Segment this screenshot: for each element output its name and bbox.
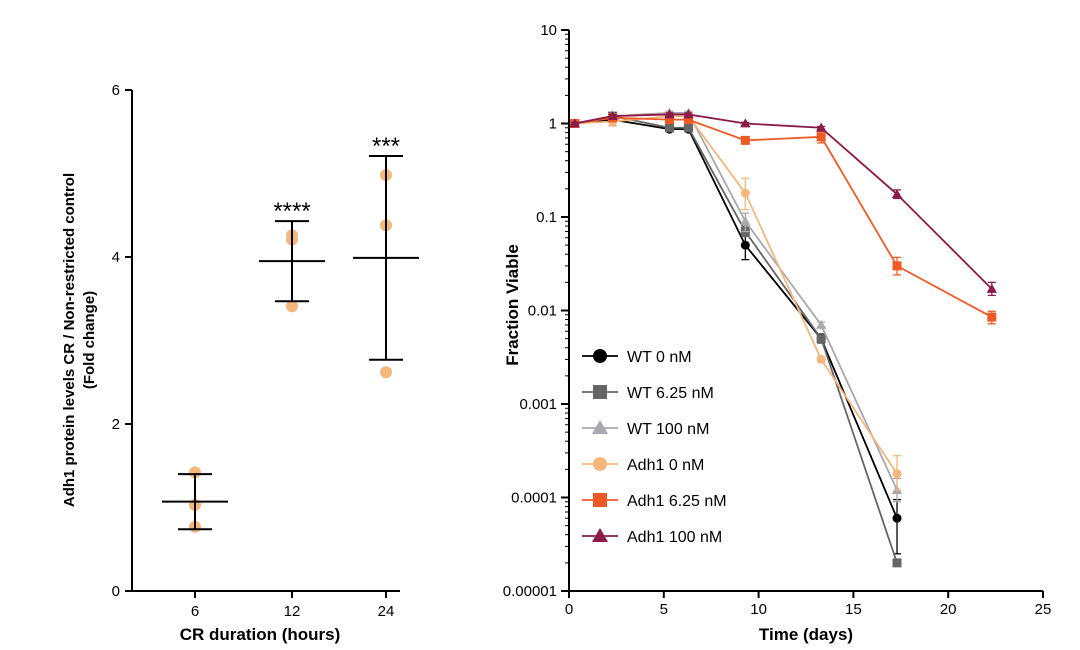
data-point [816, 354, 826, 364]
data-point [740, 240, 750, 250]
data-point [664, 123, 674, 133]
adh1-y-axis-label-line1: Adh1 protein levels CR / Non-restricted … [61, 173, 78, 507]
data-point [892, 261, 902, 271]
legend-item: Adh1 0 nM [582, 457, 704, 474]
adh1-y-tick-label: 0 [112, 583, 120, 600]
series-adh1-0-nm [570, 111, 902, 491]
data-point [815, 319, 827, 329]
adh1-x-tick-label: 24 [378, 603, 395, 620]
adh1-data-point [189, 466, 201, 479]
viability-y-tick-label: 1 [549, 116, 557, 133]
viability-y-tick-label: 0.1 [536, 209, 557, 226]
legend-marker [593, 493, 607, 507]
data-point [607, 110, 618, 120]
adh1-fold-change-panel: Adh1 protein levels CR / Non-restricted … [61, 82, 419, 644]
adh1-x-tick-label: 12 [284, 603, 301, 620]
viability-x-tick-label: 20 [940, 601, 957, 618]
viability-x-tick-label: 10 [750, 601, 767, 618]
viability-x-tick-label: 25 [1035, 601, 1052, 618]
data-point [740, 188, 750, 198]
data-point [740, 216, 751, 226]
adh1-significance-label: *** [372, 133, 400, 160]
adh1-y-tick-label: 2 [112, 416, 120, 433]
legend: WT 0 nM WT 6.25 nM WT 100 nM Adh1 0 nM Adh1 … [582, 349, 727, 546]
adh1-data-point [286, 300, 298, 313]
adh1-x-tick-label: 6 [191, 603, 199, 620]
data-point [815, 122, 827, 132]
viability-x-tick-label: 15 [845, 601, 862, 618]
viability-y-axis-label: Fraction Viable [503, 244, 522, 366]
legend-marker [593, 349, 607, 363]
legend-item: Adh1 6.25 nM [582, 493, 727, 510]
viability-x-axis-label: Time (days) [759, 625, 853, 644]
data-point [740, 118, 751, 128]
data-point [664, 109, 675, 119]
series-wt-100-nm [569, 107, 903, 503]
legend-marker [593, 385, 607, 399]
adh1-x-axis-label: CR duration (hours) [180, 625, 341, 644]
legend-marker [591, 527, 609, 543]
series-line [574, 116, 993, 318]
viability-y-tick-label: 0.01 [528, 303, 557, 320]
viability-x-tick-label: 0 [565, 601, 573, 618]
data-point [569, 118, 580, 128]
adh1-significance-label: **** [273, 198, 310, 225]
series-line [574, 113, 993, 290]
legend-item: WT 0 nM [582, 349, 692, 366]
legend-item: WT 6.25 nM [582, 385, 714, 402]
adh1-y-tick-label: 4 [112, 249, 120, 266]
data-point [892, 513, 902, 523]
data-point [986, 283, 997, 293]
legend-label: WT 6.25 nM [627, 385, 714, 402]
data-point [683, 109, 694, 119]
data-point [892, 558, 902, 568]
data-point [892, 469, 902, 479]
data-point [816, 334, 826, 344]
viability-y-tick-label: 10 [540, 22, 557, 39]
adh1-data-point [380, 366, 392, 379]
viability-y-tick-label: 0.0001 [511, 490, 557, 507]
viability-y-tick-label: 0.00001 [503, 583, 557, 600]
data-point [740, 135, 750, 145]
legend-marker [593, 457, 607, 471]
data-point [683, 123, 693, 133]
series-adh1-100-nm [569, 109, 997, 297]
viability-x-tick-label: 5 [660, 601, 668, 618]
series-line [574, 111, 898, 491]
data-point [987, 312, 997, 322]
legend-label: WT 0 nM [627, 349, 692, 366]
data-point [891, 189, 903, 199]
legend-label: Adh1 0 nM [627, 457, 704, 474]
legend-item: Adh1 100 nM [582, 527, 722, 546]
adh1-y-tick-label: 6 [112, 82, 120, 99]
legend-marker [591, 419, 609, 435]
data-point [664, 115, 674, 125]
legend-label: Adh1 100 nM [627, 529, 722, 546]
viability-y-tick-label: 0.001 [519, 396, 557, 413]
data-point [816, 132, 826, 142]
legend-label: WT 100 nM [627, 421, 709, 438]
legend-label: Adh1 6.25 nM [627, 493, 727, 510]
adh1-y-axis-label-line2: (Fold change) [81, 291, 98, 389]
legend-item: WT 100 nM [582, 419, 709, 438]
data-point [683, 115, 693, 125]
viability-panel: Fraction Viable Time (days) 0.00001 0.000… [503, 22, 1052, 644]
